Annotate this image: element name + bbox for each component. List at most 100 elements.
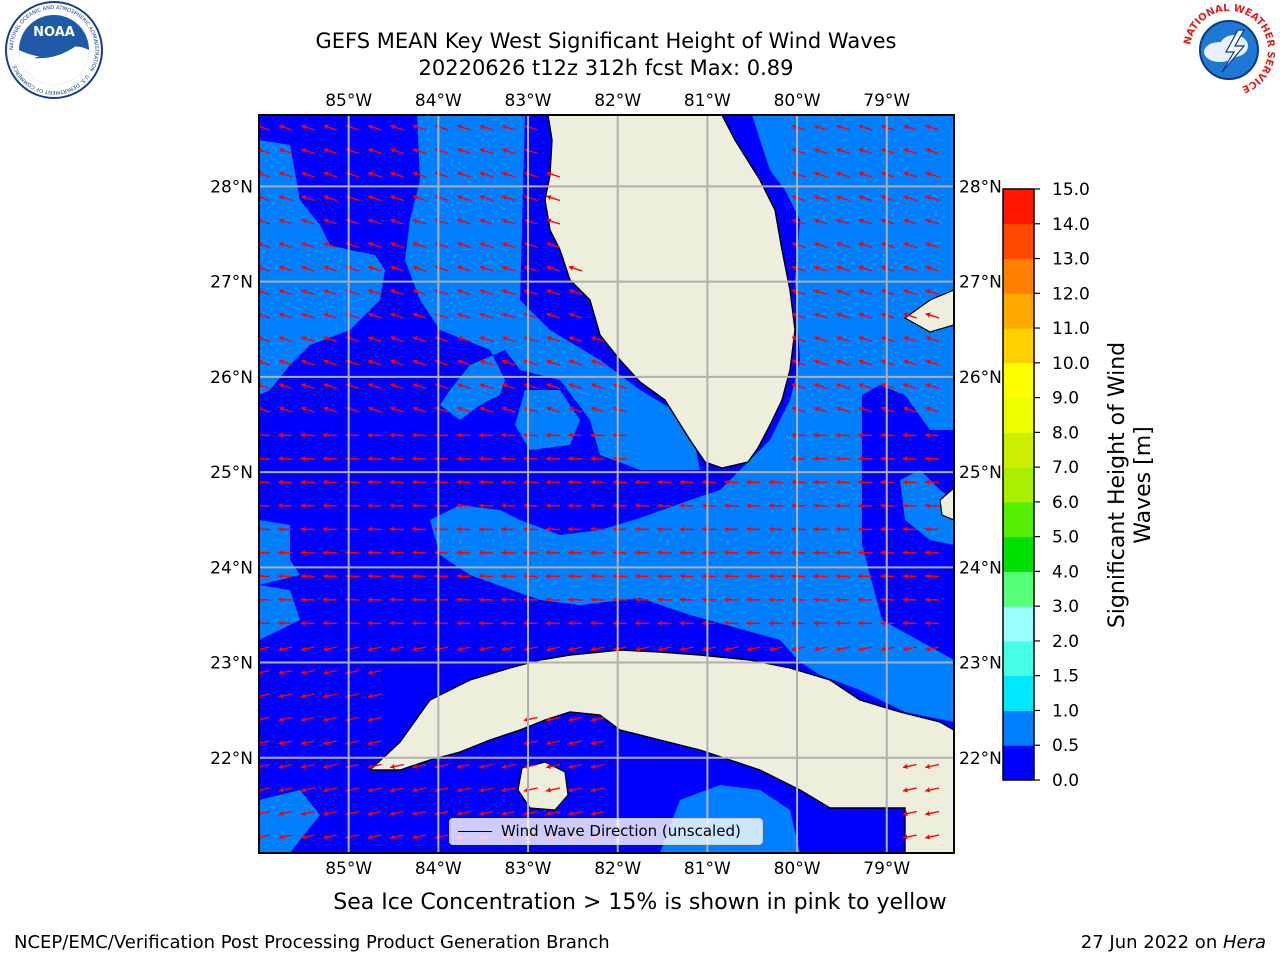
wave-arrow-head bbox=[278, 740, 284, 746]
wave-arrow-head bbox=[881, 383, 886, 388]
wave-arrow-head bbox=[814, 171, 820, 177]
wave-arrow-head bbox=[523, 503, 528, 509]
x-tick-label-bottom: 84°W bbox=[415, 859, 462, 879]
wave-arrow-head bbox=[367, 620, 372, 626]
wave-arrow-head bbox=[635, 573, 640, 579]
wave-arrow-head bbox=[456, 550, 462, 556]
wave-arrow-head bbox=[456, 597, 462, 603]
wave-arrow-head bbox=[323, 124, 329, 130]
wave-arrow-head bbox=[546, 218, 552, 224]
wave-arrow-head bbox=[813, 550, 818, 556]
wave-arrow-head bbox=[814, 289, 820, 294]
wave-arrow-head bbox=[568, 573, 573, 579]
wave-arrow-head bbox=[457, 763, 462, 770]
wave-arrow-head bbox=[457, 383, 463, 388]
wave-arrow-head bbox=[903, 312, 909, 318]
wave-arrow-head bbox=[323, 336, 329, 341]
legend-line-swatch bbox=[458, 831, 492, 832]
nws-logo: NATIONAL WEATHER SERVICE bbox=[1181, 2, 1277, 98]
wave-arrow-head bbox=[368, 383, 374, 388]
colorbar-band bbox=[1003, 467, 1034, 503]
wave-arrow-head bbox=[836, 359, 842, 365]
wave-arrow-head bbox=[814, 406, 820, 412]
wave-arrow-head bbox=[546, 787, 551, 793]
wave-arrow-head bbox=[301, 242, 307, 247]
colorbar-tick-label: 6.0 bbox=[1052, 493, 1079, 513]
wave-arrow-shaft bbox=[259, 384, 271, 390]
wave-arrow-head bbox=[791, 148, 797, 153]
wave-arrow-head bbox=[367, 573, 372, 579]
wave-arrow-head bbox=[590, 763, 596, 770]
wave-arrow-head bbox=[479, 218, 485, 224]
wave-arrow-head bbox=[412, 646, 418, 652]
x-tick-label-top: 79°W bbox=[863, 91, 910, 111]
wave-arrow-head bbox=[814, 383, 820, 388]
wave-arrow-head bbox=[300, 573, 305, 579]
wave-arrow-head bbox=[791, 479, 796, 485]
wave-arrow-head bbox=[367, 456, 372, 462]
wave-arrow-head bbox=[456, 456, 462, 462]
wave-arrow-head bbox=[814, 336, 820, 341]
wave-arrow-head bbox=[390, 359, 396, 365]
wave-arrow-head bbox=[368, 312, 374, 318]
wave-arrow-head bbox=[301, 195, 307, 200]
wave-arrow-head bbox=[546, 740, 551, 746]
colorbar-tick-label: 8.0 bbox=[1052, 423, 1079, 443]
wave-arrow-head bbox=[835, 550, 841, 556]
wave-arrow-head bbox=[881, 312, 886, 318]
wave-arrow-head bbox=[390, 289, 396, 294]
wave-arrow-head bbox=[322, 526, 328, 532]
wave-arrow-head bbox=[679, 479, 685, 485]
wave-arrow-head bbox=[323, 289, 329, 294]
wave-arrow-head bbox=[881, 218, 886, 224]
wave-arrow-head bbox=[768, 573, 774, 579]
colorbar-band bbox=[1003, 258, 1034, 294]
wave-arrow-head bbox=[702, 573, 707, 579]
wave-arrow-head bbox=[836, 218, 842, 224]
wave-arrow-head bbox=[278, 669, 284, 676]
wave-arrow-head bbox=[368, 265, 374, 271]
wave-arrow-head bbox=[300, 740, 306, 746]
wave-arrow-head bbox=[389, 479, 395, 485]
y-tick-label-left: 24°N bbox=[210, 558, 253, 578]
wave-arrow-head bbox=[501, 479, 506, 485]
wave-arrow-head bbox=[300, 620, 305, 626]
colorbar bbox=[1003, 189, 1034, 781]
wave-arrow-head bbox=[858, 573, 863, 579]
wave-arrow-shaft bbox=[259, 149, 271, 155]
wave-arrow-head bbox=[457, 124, 463, 130]
wave-arrow-head bbox=[479, 359, 485, 365]
wave-arrow-head bbox=[902, 432, 908, 438]
wave-arrow-head bbox=[456, 526, 462, 532]
wave-arrow-head bbox=[278, 503, 283, 509]
wave-arrow-head bbox=[301, 383, 307, 388]
wave-arrow-head bbox=[903, 218, 909, 224]
wave-arrow-head bbox=[903, 148, 909, 153]
wave-arrow-head bbox=[545, 479, 551, 485]
colorbar-tick-label: 7.0 bbox=[1052, 458, 1079, 478]
wave-arrow-head bbox=[568, 526, 573, 532]
wave-arrow-head bbox=[412, 503, 417, 509]
wave-arrow-head bbox=[568, 716, 574, 723]
wave-arrow-head bbox=[925, 573, 930, 579]
wave-arrow-head bbox=[479, 171, 485, 177]
wave-arrow-head bbox=[300, 693, 306, 699]
y-tick-label-right: 23°N bbox=[959, 654, 1002, 674]
wave-arrow-head bbox=[881, 336, 886, 341]
wave-arrow-head bbox=[300, 716, 306, 723]
wave-arrow-head bbox=[545, 550, 551, 556]
wave-arrow-head bbox=[591, 336, 597, 341]
wave-arrow-shaft bbox=[259, 290, 271, 296]
wave-arrow-head bbox=[702, 550, 707, 556]
wave-arrow-head bbox=[612, 503, 618, 509]
wave-arrow-head bbox=[791, 124, 797, 130]
colorbar-band bbox=[1003, 745, 1034, 781]
wave-arrow-head bbox=[368, 289, 374, 294]
wave-arrow-head bbox=[768, 503, 774, 509]
wave-arrow-head bbox=[368, 242, 374, 247]
wave-arrow-head bbox=[590, 597, 595, 603]
wave-arrow-head bbox=[813, 573, 818, 579]
wave-arrow-head bbox=[367, 669, 373, 676]
wave-arrow-head bbox=[278, 479, 283, 485]
wave-arrow-head bbox=[836, 195, 842, 200]
